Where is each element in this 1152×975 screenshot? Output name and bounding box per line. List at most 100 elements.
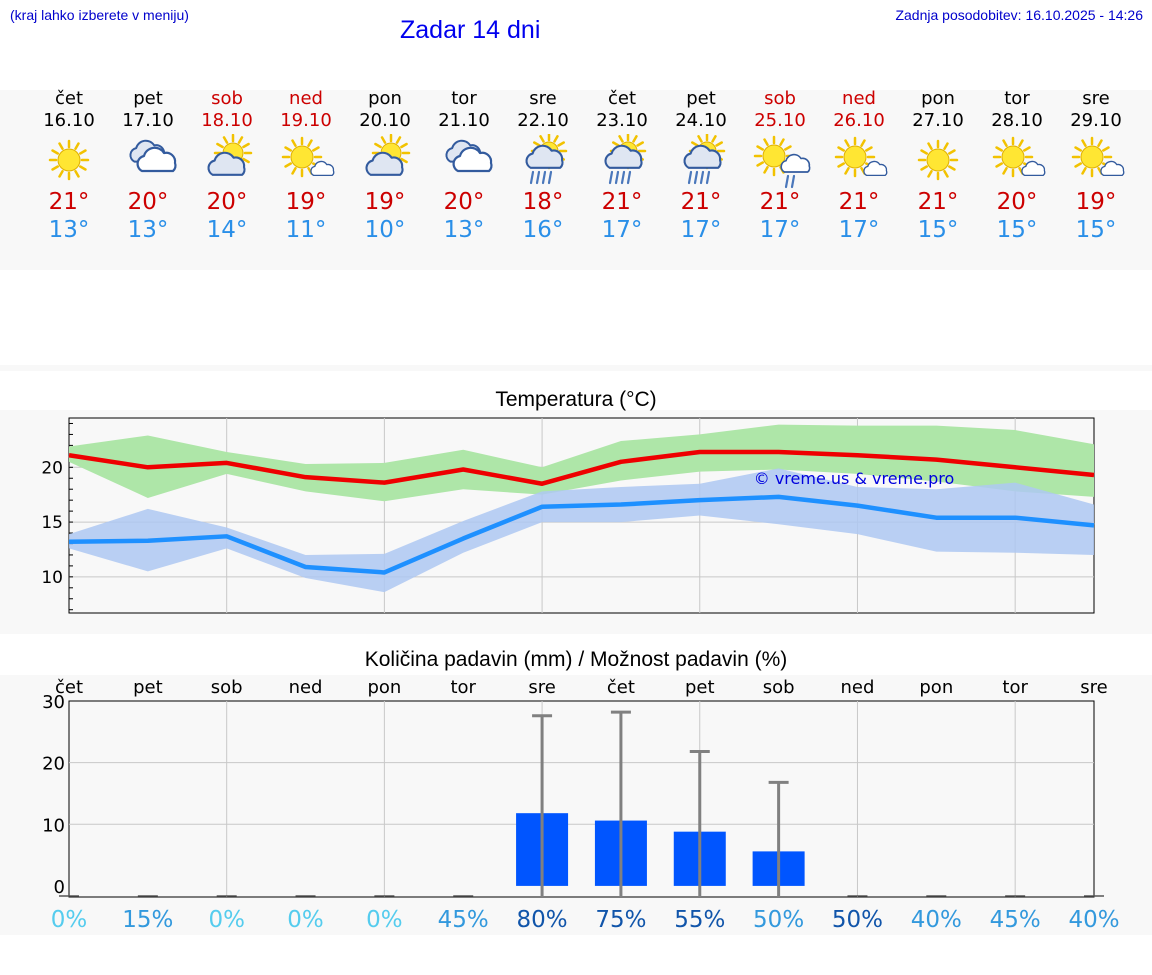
cloud-shape: [525, 144, 564, 169]
sun-ray: [557, 141, 565, 147]
cloud-shape: [310, 160, 335, 177]
sun-ray: [539, 135, 545, 143]
precipitation-probability: 50%: [753, 907, 804, 933]
sun-ray: [715, 141, 723, 147]
sun-disc: [762, 144, 786, 168]
cloudy-icon: [445, 139, 493, 173]
sun-ray: [237, 136, 244, 144]
day-name: tor: [1004, 88, 1030, 109]
sun-ray: [927, 142, 933, 150]
precipitation-probability: 15%: [122, 907, 173, 933]
x-category-label: sob: [763, 677, 795, 698]
forecast-band: [0, 90, 1152, 270]
sun-ray: [216, 142, 224, 149]
day-name: pon: [921, 88, 955, 109]
cloud-outline: [525, 144, 564, 169]
sun-ray: [79, 165, 87, 171]
max-temperature: 21°: [917, 189, 959, 215]
rain-drop: [535, 170, 541, 185]
sun-small-cloud-icon: [992, 136, 1046, 178]
day-name: sob: [211, 88, 243, 109]
day-column: čet 16.10 21° 13°: [29, 88, 109, 258]
min-temperature: 13°: [127, 217, 169, 243]
max-temperature: 19°: [1075, 189, 1117, 215]
cloud-shape: [1021, 160, 1046, 177]
day-column: sre 22.10 18° 16°: [503, 88, 583, 258]
sun-ray: [1023, 146, 1031, 152]
day-name: ned: [289, 88, 323, 109]
cloud-outline: [604, 144, 643, 169]
sun-ray: [374, 142, 382, 149]
precipitation-probability: 0%: [51, 907, 88, 933]
sun-ray: [636, 141, 644, 147]
day-name: pon: [368, 88, 402, 109]
sun-ray: [1081, 167, 1087, 175]
day-date: 20.10: [359, 110, 411, 131]
max-temperature: 21°: [838, 189, 880, 215]
y-tick-label: 20: [41, 458, 63, 478]
precipitation-probability: 40%: [911, 907, 962, 933]
day-date: 21.10: [438, 110, 490, 131]
sun-ray: [948, 149, 956, 155]
rain-drop: [620, 170, 626, 185]
sun-ray: [312, 146, 320, 152]
day-name: čet: [607, 88, 637, 109]
max-temperature-line: [68, 449, 1095, 486]
min-temperature: 11°: [285, 217, 327, 243]
min-temperature: 17°: [838, 217, 880, 243]
day-date: 29.10: [1070, 110, 1122, 131]
plot-area: [68, 700, 1095, 898]
cloud-shape: [1100, 160, 1125, 177]
sun-ray: [242, 142, 250, 149]
sun-ray: [920, 165, 928, 171]
menu-hint[interactable]: (kraj lahko izberete v meniju): [10, 7, 189, 23]
min-temperature: 17°: [759, 217, 801, 243]
min-temperature-line: [68, 494, 1095, 575]
rain-drop: [626, 170, 632, 185]
sun-ray: [307, 139, 313, 147]
sun-ray: [1002, 167, 1008, 175]
min-temperature: 15°: [1075, 217, 1117, 243]
min-temperature: 16°: [522, 217, 564, 243]
x-category-label: ned: [289, 677, 323, 698]
day-column: pon 27.10 21° 15°: [898, 88, 978, 258]
day-name: sre: [1082, 88, 1110, 109]
sun-ray: [553, 135, 559, 143]
sun-ray: [1102, 146, 1110, 152]
divider: [0, 365, 1152, 371]
day-column: pon 20.10 19° 10°: [345, 88, 425, 258]
sun-ray: [763, 166, 769, 174]
precipitation-probability: 45%: [990, 907, 1041, 933]
cloud-shape: [780, 153, 811, 173]
rain-drop: [693, 170, 699, 185]
sun-ray: [291, 139, 297, 147]
rain-drop: [790, 174, 796, 189]
sun-disc: [57, 148, 81, 172]
day-date: 27.10: [912, 110, 964, 131]
sun-ray: [860, 139, 866, 147]
rain-drops: [687, 170, 711, 185]
partly-cloudy-icon: [365, 134, 411, 176]
partly-cloudy-icon: [207, 134, 253, 176]
page-title: Zadar 14 dni: [400, 16, 541, 44]
cloud-outline: [207, 151, 246, 176]
rain-drop: [699, 170, 705, 185]
max-temperature: 21°: [48, 189, 90, 215]
cloud-shape: [604, 144, 643, 169]
day-column: pet 17.10 20° 13°: [108, 88, 188, 258]
rain-drop: [608, 170, 614, 185]
rain-drop: [541, 170, 547, 185]
sun-ray: [784, 145, 792, 151]
day-date: 25.10: [754, 110, 806, 131]
precipitation-probability: 75%: [595, 907, 646, 933]
rain-drops: [784, 174, 796, 189]
max-temperature: 19°: [285, 189, 327, 215]
sun-ray: [1018, 139, 1024, 147]
sun-disc: [1080, 145, 1104, 169]
rain-drop: [687, 170, 693, 185]
rain-drops: [529, 170, 553, 185]
max-temperature: 19°: [364, 189, 406, 215]
x-category-label: tor: [1002, 677, 1028, 698]
x-category-label: sre: [1080, 677, 1107, 698]
cloud-shape: [863, 160, 888, 177]
